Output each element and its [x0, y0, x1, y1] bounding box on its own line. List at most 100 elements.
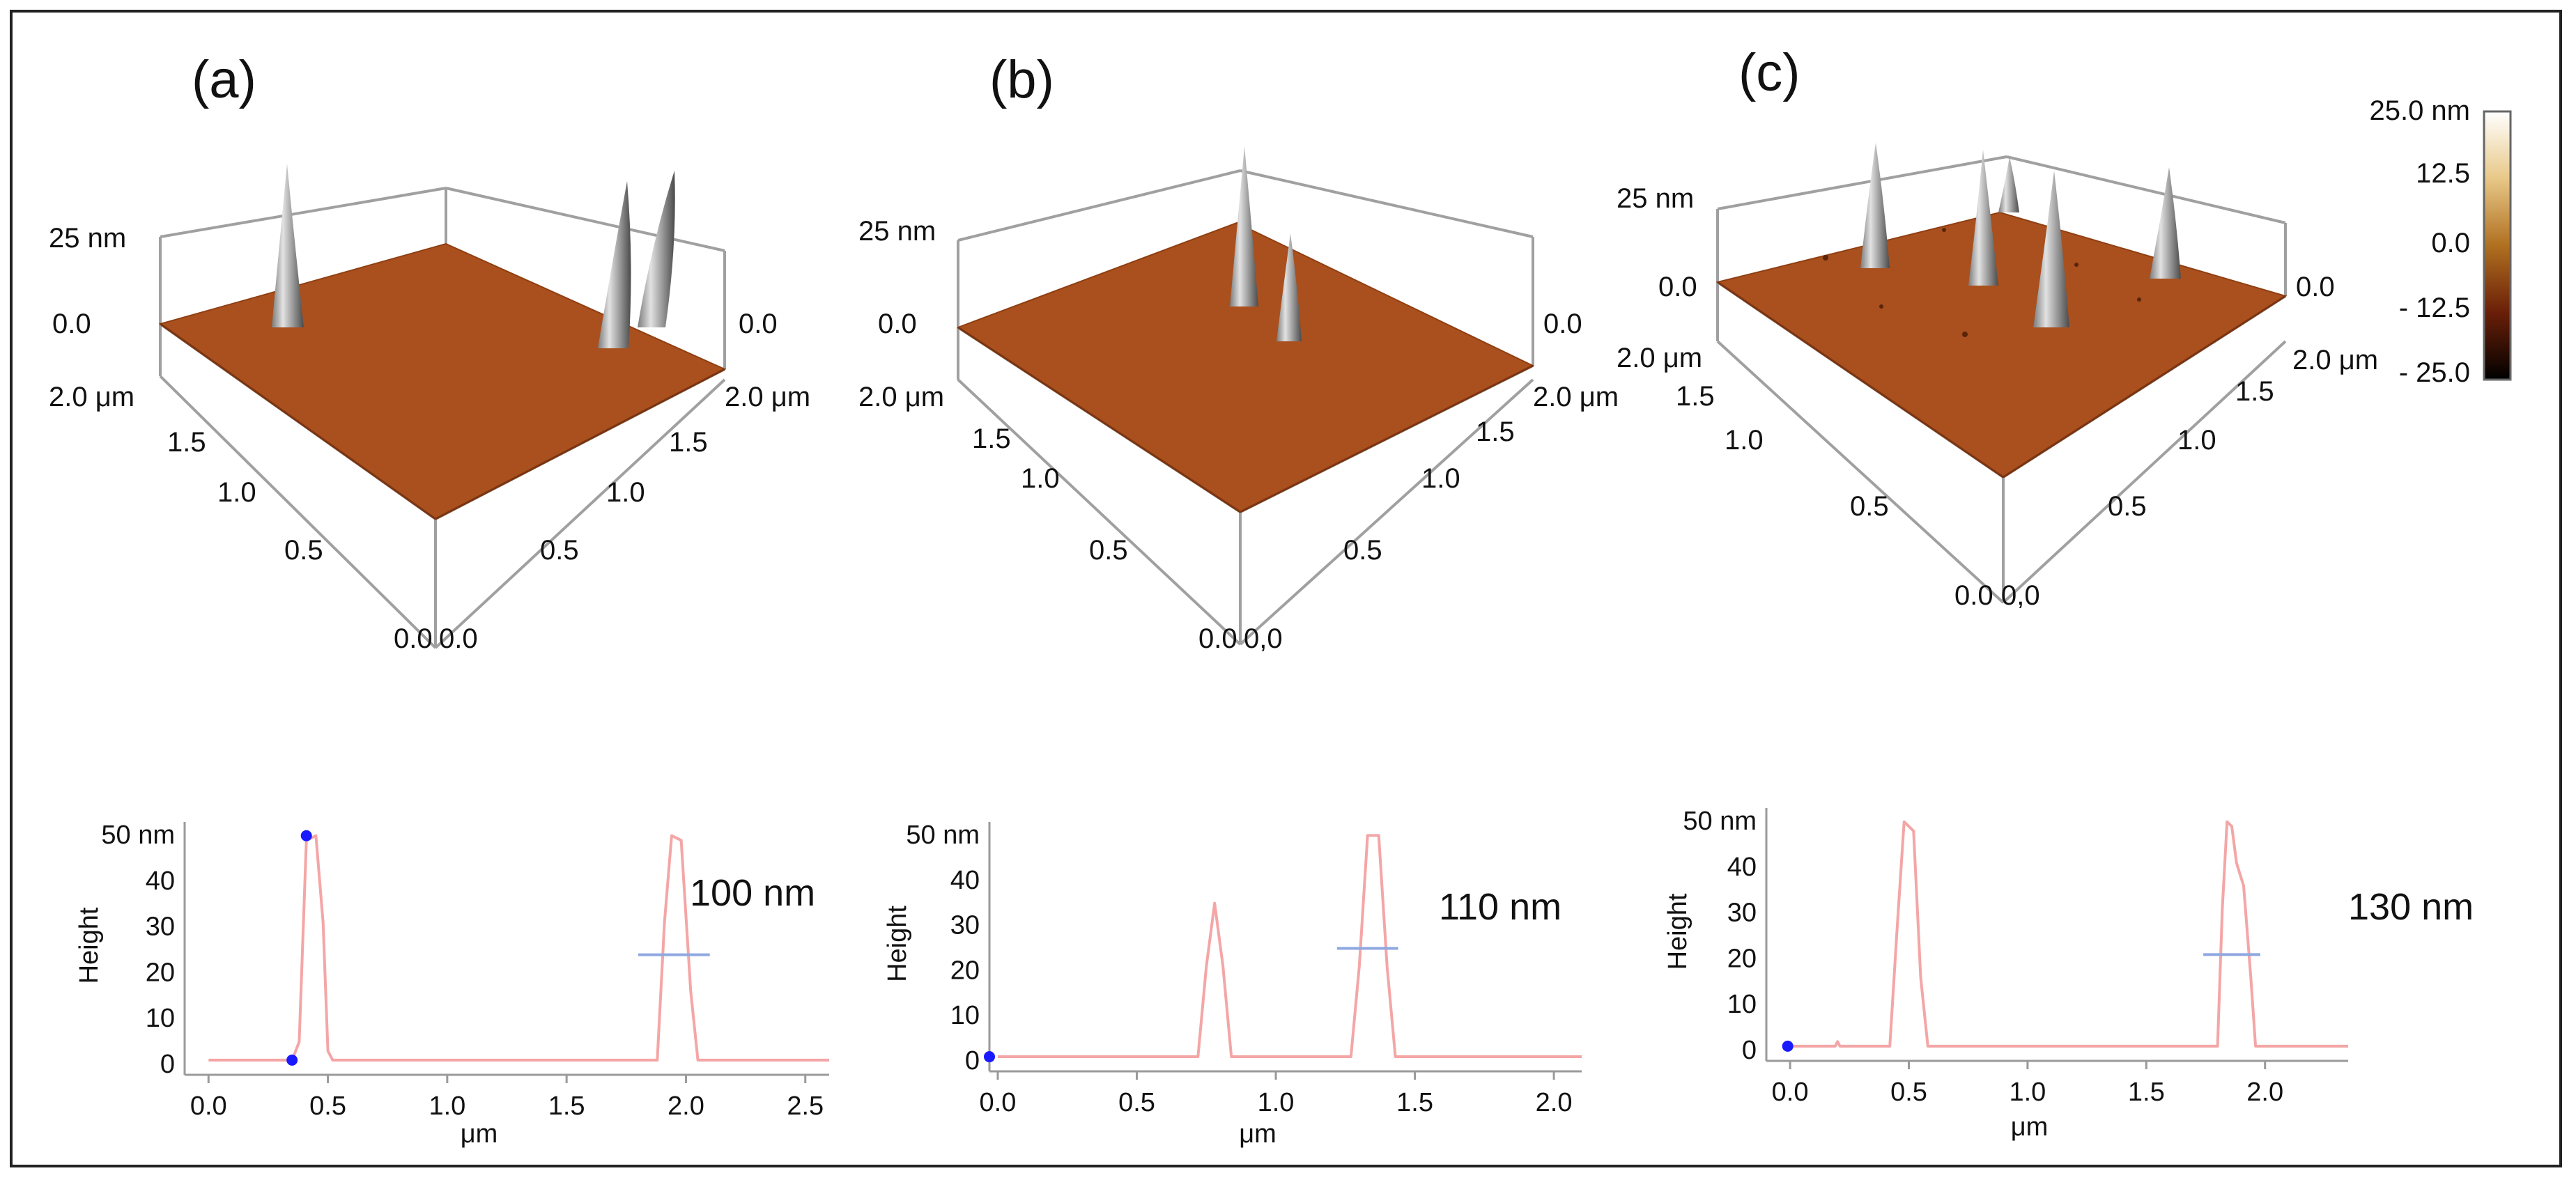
- origin-right: 0,0: [1244, 623, 1283, 654]
- y-axis-label: Height: [75, 907, 104, 984]
- y-axis-label: Height: [883, 906, 912, 982]
- y-tick-label: 20: [950, 956, 980, 985]
- y-tick-label: 50 nm: [906, 821, 980, 850]
- x-tick-label: 2.0: [2246, 1078, 2283, 1107]
- cursor-marker[interactable]: [300, 830, 312, 841]
- x-axis-label: μm: [1239, 1119, 1277, 1149]
- x-tick-label: 2.5: [787, 1092, 824, 1121]
- right-tick: 0.5: [2108, 491, 2147, 522]
- y-axis-label: Height: [1663, 893, 1692, 970]
- panel-a-peak: [272, 164, 304, 327]
- colorbar: 25.0 nm 12.5 0.0 - 12.5 - 25.0: [2369, 95, 2512, 388]
- y-tick-label: 0: [965, 1046, 980, 1076]
- panel-a-surface: (a) 25 nm 0.0 0.0 2.0 μm 1.5 1.0 0.5 2.0…: [49, 50, 810, 654]
- y-tick-label: 10: [146, 1004, 175, 1033]
- cursor-marker[interactable]: [286, 1054, 298, 1066]
- panel-c-peak: [1998, 157, 2019, 212]
- x-axis-label: μm: [461, 1119, 498, 1149]
- y-tick-label: 30: [950, 911, 980, 940]
- x-tick-label: 0.5: [309, 1092, 346, 1121]
- y-tick-label: 30: [146, 913, 175, 942]
- y-tick-label: 10: [1727, 990, 1757, 1019]
- x-tick-label: 1.5: [1396, 1088, 1433, 1117]
- height-annotation: 130 nm: [2348, 886, 2474, 928]
- panel-c-label: (c): [1738, 43, 1800, 102]
- y-tick-label: 40: [950, 866, 980, 895]
- y-tick-label: 0: [160, 1050, 175, 1079]
- z-zero-left: 0.0: [1658, 272, 1697, 302]
- right-tick: 0.5: [540, 535, 579, 566]
- x-tick-label: 0.5: [1118, 1088, 1155, 1117]
- x-tick-label: 1.0: [2009, 1078, 2046, 1107]
- panel-a-label: (a): [192, 50, 256, 109]
- x-tick-label: 2.0: [668, 1092, 704, 1121]
- right-tick: 1.0: [1421, 463, 1460, 494]
- profile-chart-b: 50 nm 40 30 20 10 00.0 0.5 1.0 1.5 2.0 Height μm 110…: [883, 821, 1582, 1149]
- y-tick-label: 30: [1727, 899, 1757, 928]
- profile-line: [1790, 820, 2348, 1048]
- left-tick: 1.0: [217, 477, 256, 508]
- y-tick-label: 20: [1727, 944, 1757, 973]
- cursor-marker[interactable]: [1782, 1040, 1794, 1052]
- z-top-label: 25 nm: [49, 223, 126, 254]
- x-tick-label: 1.0: [429, 1092, 465, 1121]
- origin-left: 0.0: [1954, 580, 1993, 611]
- left-tick: 0.5: [1089, 535, 1128, 566]
- x-tick-label: 0.0: [190, 1092, 227, 1121]
- y-tick-label: 20: [146, 958, 175, 987]
- left-tick: 1.5: [167, 427, 206, 458]
- z-zero-left: 0.0: [878, 309, 917, 339]
- left-tick: 1.5: [1676, 381, 1715, 412]
- panel-b-surface: (b) 25 nm 0.0 0.0 2.0 μm 1.5 1.0 0.5 2.0…: [858, 50, 1619, 654]
- y-tick-label: 40: [1727, 853, 1757, 882]
- panel-b-peak: [1230, 146, 1258, 306]
- right-tick: 1.0: [606, 477, 645, 508]
- right-tick: 1.5: [669, 427, 708, 458]
- y-tick-label: 10: [950, 1001, 980, 1030]
- z-top-label: 25 nm: [1617, 183, 1694, 214]
- height-annotation: 100 nm: [690, 872, 815, 914]
- profile-line: [208, 834, 829, 1062]
- z-zero-right: 0.0: [1543, 309, 1582, 339]
- right-tick: 0.5: [1343, 535, 1382, 566]
- profile-chart-c: 50 nm 40 30 20 10 0 0.0 0.5 1.0 1.5 2.0 Height μm 130…: [1663, 807, 2474, 1142]
- origin-left: 0.0: [1198, 623, 1237, 654]
- z-top-label: 25 nm: [858, 216, 936, 247]
- colorbar-label: 0.0: [2431, 228, 2470, 258]
- cursor-marker[interactable]: [984, 1051, 995, 1063]
- colorbar-label: 12.5: [2416, 158, 2470, 189]
- left-axis-end: 2.0 μm: [858, 382, 944, 412]
- right-tick: 1.5: [1476, 417, 1515, 447]
- right-axis-end: 2.0 μm: [2292, 345, 2378, 375]
- right-tick: 1.5: [2235, 376, 2274, 407]
- colorbar-label: 25.0 nm: [2369, 95, 2470, 126]
- right-axis-end: 2.0 μm: [1533, 382, 1619, 412]
- x-tick-label: 1.5: [2128, 1078, 2165, 1107]
- x-axis-label: μm: [2011, 1112, 2049, 1142]
- left-tick: 0.5: [1850, 491, 1889, 522]
- y-tick-label: 50 nm: [101, 821, 175, 850]
- panel-a-peak: [638, 171, 675, 327]
- left-tick: 1.0: [1021, 463, 1060, 494]
- origin-right: 0.0: [439, 623, 478, 654]
- left-tick: 1.5: [972, 424, 1011, 454]
- colorbar-label: - 25.0: [2399, 357, 2470, 388]
- panel-b-label: (b): [989, 50, 1054, 109]
- left-axis-end: 2.0 μm: [49, 382, 134, 412]
- x-tick-label: 1.0: [1258, 1088, 1295, 1117]
- z-zero-right: 0.0: [739, 309, 778, 339]
- origin-right: 0,0: [2001, 580, 2040, 611]
- left-axis-end: 2.0 μm: [1617, 343, 1702, 373]
- panel-c-peak: [2033, 171, 2069, 327]
- panel-a-peak: [598, 181, 631, 348]
- panel-c-surface: (c) 25 nm 0.0 0.0 2.0 μm 1.5: [1617, 43, 2378, 611]
- panel-b-peak: [1277, 233, 1302, 341]
- right-tick: 1.0: [2177, 425, 2216, 456]
- colorbar-label: - 12.5: [2399, 293, 2470, 323]
- panel-c-peak: [2150, 167, 2181, 279]
- panel-c-peak: [1860, 143, 1890, 268]
- profile-chart-a: 50 nm 40 30 20 10 0 0.0 0.5 1.0 1.5 2.0 2.5 Height μm…: [75, 821, 829, 1149]
- x-tick-label: 2.0: [1536, 1088, 1573, 1117]
- y-tick-label: 40: [146, 867, 175, 896]
